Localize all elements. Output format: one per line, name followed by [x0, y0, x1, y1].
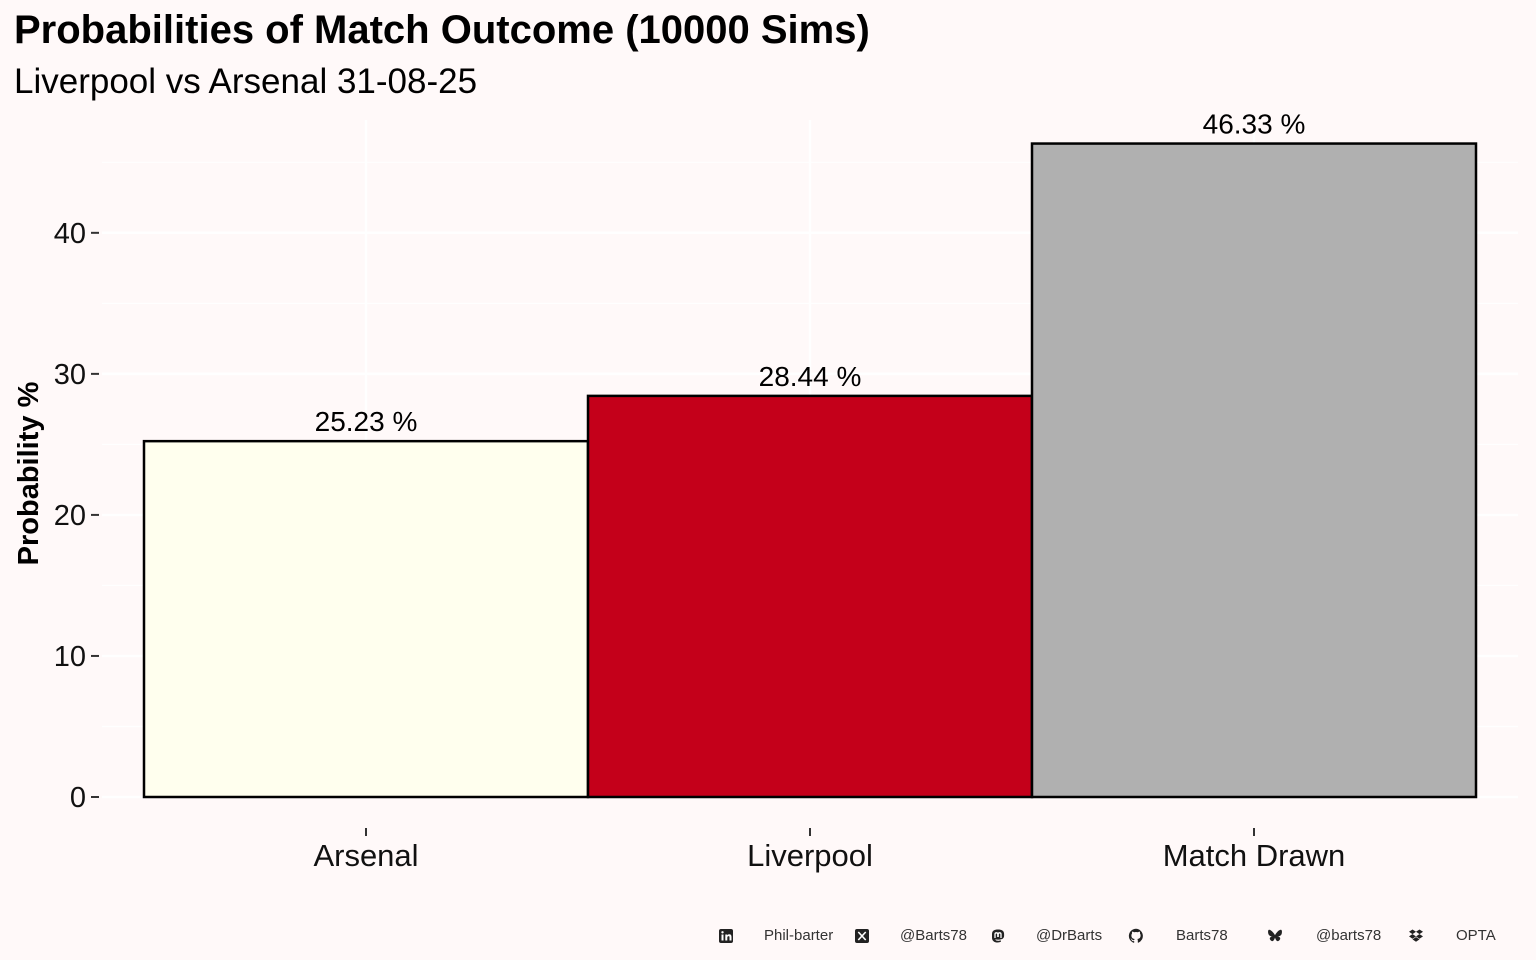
footer-bluesky-text: @barts78 — [1316, 927, 1382, 944]
x-twitter-icon — [855, 929, 869, 943]
footer-credits: Phil-barter @Barts78 @DrBarts Barts78 @b… — [718, 925, 1506, 947]
mastodon-icon — [992, 929, 1005, 943]
chart-title: Probabilities of Match Outcome (10000 Si… — [14, 8, 870, 52]
data-label: 28.44 % — [759, 361, 862, 392]
bluesky-icon — [1268, 929, 1282, 942]
footer-github-text: Barts78 — [1176, 927, 1228, 944]
x-tick-label: Liverpool — [747, 838, 873, 873]
y-axis-label: Probability % — [13, 381, 45, 565]
bar-liverpool — [586, 394, 1034, 799]
y-tick-label: 30 — [54, 359, 86, 391]
y-tick-label: 0 — [70, 782, 86, 814]
dropbox-icon — [1409, 929, 1423, 942]
data-label: 46.33 % — [1203, 109, 1306, 140]
data-label: 25.23 % — [315, 406, 418, 437]
chart-subtitle: Liverpool vs Arsenal 31-08-25 — [14, 62, 478, 101]
bar-match-drawn — [1030, 142, 1478, 799]
y-tick-label: 10 — [54, 641, 86, 673]
bar-arsenal — [142, 439, 590, 799]
footer-linkedin-text: Phil-barter — [764, 927, 834, 944]
footer-opta-text: OPTA — [1456, 927, 1496, 944]
footer-mastodon-text: @DrBarts — [1036, 927, 1103, 944]
y-tick-label: 20 — [54, 500, 86, 532]
footer-x-text: @Barts78 — [900, 927, 967, 944]
x-tick-label: Match Drawn — [1163, 838, 1346, 873]
linkedin-icon — [719, 929, 733, 943]
bar-chart: 25.23 % 28.44 % 46.33 % 0 10 20 30 40 Arsenal Liv… — [13, 108, 1478, 873]
x-tick-label: Arsenal — [313, 838, 418, 873]
y-tick-label: 40 — [54, 218, 86, 250]
github-icon — [1128, 928, 1143, 943]
